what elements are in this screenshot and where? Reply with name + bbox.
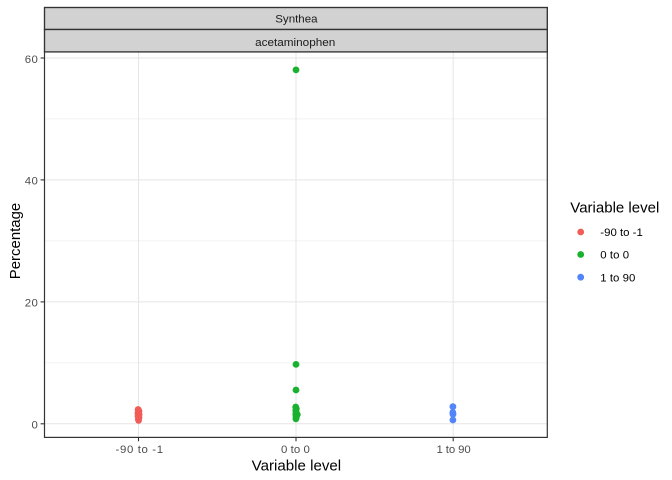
svg-text:0 to 0: 0 to 0 [600,250,629,262]
svg-text:20: 20 [25,298,38,310]
svg-text:0 to 0: 0 to 0 [281,444,310,456]
svg-text:0: 0 [32,420,38,432]
svg-text:Percentage: Percentage [8,203,24,280]
svg-text:-90 to -1: -90 to -1 [116,444,164,456]
svg-text:Synthea: Synthea [275,14,318,26]
svg-text:-90 to -1: -90 to -1 [600,227,643,239]
svg-text:1 to 90: 1 to 90 [600,272,635,284]
svg-text:acetaminophen: acetaminophen [255,37,335,49]
svg-text:Variable level: Variable level [252,458,342,474]
svg-text:1 to 90: 1 to 90 [436,444,470,456]
svg-text:60: 60 [25,54,38,66]
svg-text:Variable level: Variable level [570,200,659,216]
svg-text:40: 40 [25,176,38,188]
